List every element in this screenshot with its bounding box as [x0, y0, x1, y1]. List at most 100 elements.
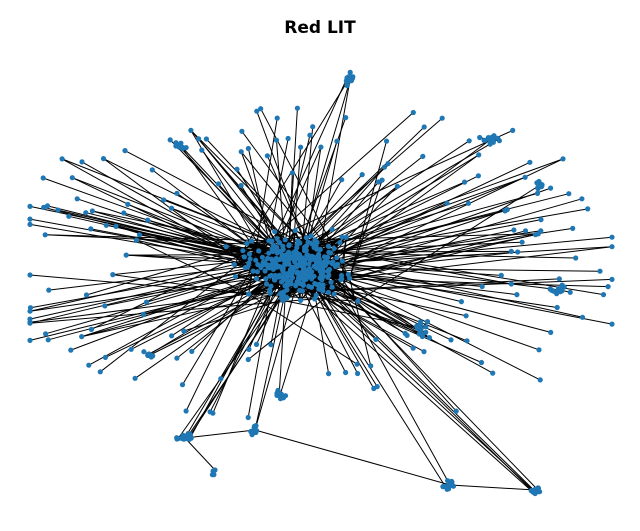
graph-edge — [256, 111, 307, 246]
graph-node — [182, 436, 188, 442]
graph-node — [286, 243, 292, 249]
graph-node — [325, 259, 331, 265]
graph-node — [284, 287, 290, 293]
graph-node — [514, 292, 520, 298]
graph-edge — [304, 264, 446, 487]
graph-edge — [449, 484, 536, 491]
graph-node — [186, 436, 192, 442]
graph-node — [59, 156, 65, 162]
graph-node — [295, 262, 301, 268]
graph-node — [508, 248, 514, 254]
graph-node — [88, 326, 94, 332]
graph-node — [121, 210, 127, 216]
node-layer — [27, 69, 615, 497]
graph-node — [334, 138, 340, 144]
graph-node — [477, 134, 483, 141]
graph-node — [466, 138, 472, 144]
graph-node — [334, 255, 340, 261]
graph-node — [223, 244, 229, 250]
graph-node — [325, 254, 331, 260]
graph-node — [285, 135, 291, 142]
graph-node — [282, 237, 288, 243]
graph-node — [285, 273, 291, 279]
graph-node — [579, 314, 586, 320]
graph-node — [83, 292, 90, 298]
graph-edge — [357, 184, 541, 302]
graph-node — [394, 183, 400, 189]
graph-node — [421, 349, 427, 355]
graph-edge — [288, 192, 538, 262]
graph-node — [556, 276, 562, 282]
graph-node — [183, 145, 189, 151]
graph-node — [289, 170, 295, 176]
graph-node — [240, 248, 246, 254]
graph-edge — [81, 274, 272, 338]
graph-node — [597, 268, 603, 274]
graph-edge — [136, 239, 249, 295]
graph-node — [27, 221, 33, 227]
graph-node — [290, 266, 296, 272]
graph-edge — [126, 253, 289, 256]
graph-node — [113, 223, 119, 229]
graph-edge — [61, 158, 250, 264]
graph-node — [161, 197, 167, 203]
graph-node — [310, 124, 316, 130]
graph-node — [168, 205, 175, 211]
graph-node — [609, 234, 615, 240]
graph-node — [453, 408, 459, 414]
graph-edge — [289, 273, 532, 491]
graph-node — [339, 258, 345, 264]
graph-node — [143, 299, 150, 305]
graph-node — [359, 172, 365, 178]
graph-node — [239, 128, 245, 134]
graph-node — [283, 261, 289, 267]
graph-node — [132, 375, 138, 381]
graph-node — [246, 291, 252, 297]
graph-edge — [29, 251, 289, 312]
graph-node — [536, 347, 542, 353]
graph-node — [269, 238, 275, 244]
graph-edge — [349, 246, 613, 279]
graph-edge — [319, 249, 451, 486]
graph-node — [339, 234, 345, 240]
graph-node — [410, 109, 416, 116]
graph-node — [136, 232, 143, 238]
graph-edge — [148, 272, 302, 355]
graph-node — [527, 159, 533, 165]
graph-node — [490, 370, 496, 376]
graph-node — [441, 483, 447, 490]
graph-node — [292, 227, 298, 234]
graph-edge — [268, 129, 513, 242]
graph-node — [609, 244, 615, 250]
graph-edge — [176, 267, 293, 359]
graph-node — [479, 283, 485, 290]
graph-node — [537, 377, 543, 383]
graph-node — [383, 138, 390, 144]
graph-edge — [149, 276, 310, 356]
graph-edge — [274, 231, 290, 246]
graph-node — [259, 254, 265, 260]
graph-node — [265, 255, 271, 261]
graph-node — [284, 257, 290, 263]
graph-node — [410, 345, 416, 351]
graph-node — [379, 177, 385, 183]
graph-node — [269, 246, 275, 252]
graph-node — [266, 250, 272, 256]
graph-node — [169, 333, 175, 339]
graph-node — [27, 216, 33, 222]
graph-node — [274, 264, 280, 270]
graph-node — [295, 238, 301, 244]
graph-node — [300, 259, 306, 265]
graph-edge — [266, 155, 307, 246]
graph-node — [210, 410, 216, 416]
graph-node — [303, 235, 309, 241]
graph-node — [355, 298, 361, 304]
graph-node — [293, 281, 299, 287]
graph-node — [260, 259, 266, 265]
graph-node — [272, 272, 278, 279]
graph-node — [548, 185, 554, 191]
graph-node — [573, 255, 579, 261]
graph-node — [559, 282, 565, 288]
graph-node — [102, 354, 108, 360]
graph-node — [40, 175, 46, 181]
